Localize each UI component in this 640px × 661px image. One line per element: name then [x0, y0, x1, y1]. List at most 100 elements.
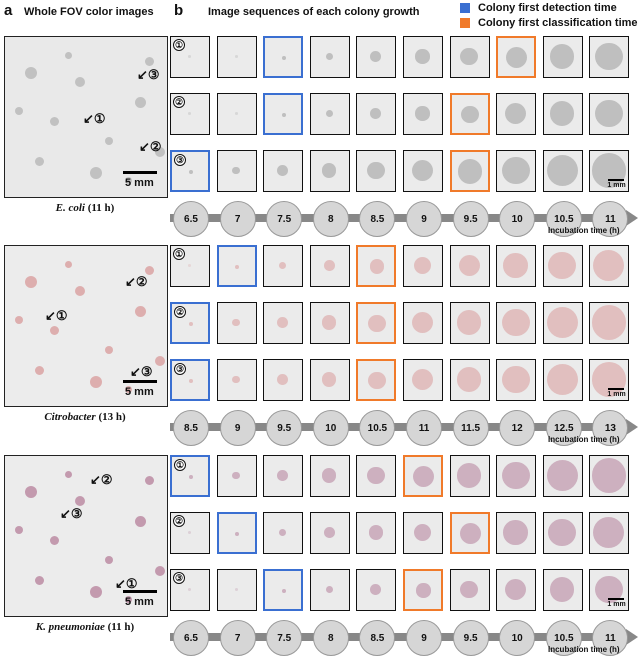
colony-growth: [232, 375, 240, 384]
growth-frame: [589, 36, 630, 78]
colony-growth: [281, 588, 286, 593]
growth-frame: [403, 569, 443, 611]
colony-growth: [415, 106, 430, 121]
colony-growth: [368, 525, 383, 540]
colony-growth: [594, 99, 623, 128]
colony-growth: [550, 44, 575, 69]
colony-growth: [413, 256, 432, 275]
time-point: 7.5: [266, 620, 303, 656]
scale-bar-label: 5 mm: [125, 386, 154, 398]
time-point: 12.5: [545, 410, 582, 446]
colony-growth: [188, 169, 193, 174]
growth-frame: [403, 245, 443, 287]
time-axis-arrow: [626, 210, 638, 226]
colony-growth: [546, 363, 578, 396]
colony-growth: [368, 371, 386, 390]
colony-spot: [50, 117, 59, 126]
growth-frame: [449, 569, 490, 611]
time-point: 8: [312, 620, 349, 656]
colony-growth: [235, 264, 240, 269]
growth-frame: [403, 302, 443, 344]
colony-growth: [501, 156, 530, 185]
colony-growth: [456, 367, 482, 392]
cell-scale-bar: [608, 179, 625, 181]
legend-classification-label: Colony first classification time: [478, 17, 638, 29]
growth-frame: [216, 512, 257, 554]
colony-spot: [125, 596, 132, 603]
colony-growth: [415, 49, 430, 64]
colony-growth: [546, 306, 578, 339]
colony-spot: [125, 386, 132, 393]
colony-growth: [188, 474, 193, 479]
colony-spot: [15, 526, 23, 534]
scale-bar-label: 5 mm: [125, 177, 154, 189]
time-point: 13: [592, 410, 629, 446]
colony-spot: [90, 376, 102, 388]
colony-growth: [188, 531, 191, 534]
time-point: 9.5: [452, 201, 489, 237]
incubation-total: (11 h): [87, 202, 115, 214]
time-axis: [170, 423, 628, 431]
growth-frame: [542, 455, 583, 497]
colony-growth: [277, 374, 289, 385]
growth-frame: [309, 36, 350, 78]
colony-growth: [234, 112, 238, 115]
colony-growth: [591, 305, 627, 340]
time-point: 9: [406, 620, 442, 656]
colony-growth: [370, 108, 382, 119]
colony-growth: [456, 463, 482, 488]
colony-number: ②: [173, 96, 185, 108]
colony-growth: [367, 466, 385, 485]
colony-arrow-annotation: ↙②: [125, 274, 148, 289]
colony-spot: [105, 556, 113, 564]
colony-growth: [458, 255, 480, 276]
colony-spot: [65, 52, 72, 59]
incubation-axis-label: Incubation time (h): [548, 645, 620, 654]
growth-frame: [309, 359, 350, 401]
cell-scale-bar: [608, 598, 625, 600]
growth-frame: ②: [170, 512, 210, 554]
colony-arrow-annotation: ↙②: [90, 472, 113, 487]
growth-frame: [589, 302, 630, 344]
growth-frame: [216, 569, 257, 611]
colony-growth: [322, 163, 337, 178]
legend-classification: Colony first classification time: [460, 17, 638, 29]
colony-spot: [75, 286, 85, 296]
colony-growth: [322, 468, 337, 483]
colony-spot: [155, 356, 165, 366]
growth-frame: 1 mm: [589, 359, 630, 401]
colony-growth: [322, 372, 337, 387]
colony-growth: [548, 518, 577, 547]
colony-growth: [591, 458, 627, 493]
growth-frame: [356, 569, 397, 611]
colony-number: ③: [174, 363, 186, 375]
growth-frame: [542, 93, 583, 135]
growth-frame: [403, 455, 443, 497]
growth-frame: [356, 359, 397, 401]
growth-frame: [496, 455, 537, 497]
growth-frame: [263, 36, 304, 78]
growth-frame: [496, 245, 537, 287]
time-point: 7: [219, 620, 256, 656]
colony-growth: [188, 378, 193, 383]
colony-growth: [457, 159, 483, 184]
time-point: 7.5: [266, 201, 303, 237]
colony-growth: [277, 470, 289, 481]
growth-frame: [309, 150, 350, 192]
growth-frame: [309, 455, 350, 497]
colony-growth: [232, 166, 240, 175]
time-point: 10: [499, 620, 536, 656]
cell-scale-label: 1 mm: [607, 601, 626, 608]
colony-spot: [135, 97, 146, 108]
growth-frame: 1 mm: [589, 569, 630, 611]
colony-growth: [503, 520, 528, 545]
panel-a-header: Whole FOV color images: [24, 6, 154, 18]
colony-growth: [550, 577, 575, 602]
time-axis-arrow: [626, 629, 638, 645]
colony-growth: [188, 112, 191, 115]
growth-frame: [449, 150, 490, 192]
growth-frame: [449, 245, 490, 287]
growth-frame: [496, 150, 537, 192]
fov-caption: Citrobacter (13 h): [4, 411, 166, 423]
colony-growth: [232, 471, 240, 480]
